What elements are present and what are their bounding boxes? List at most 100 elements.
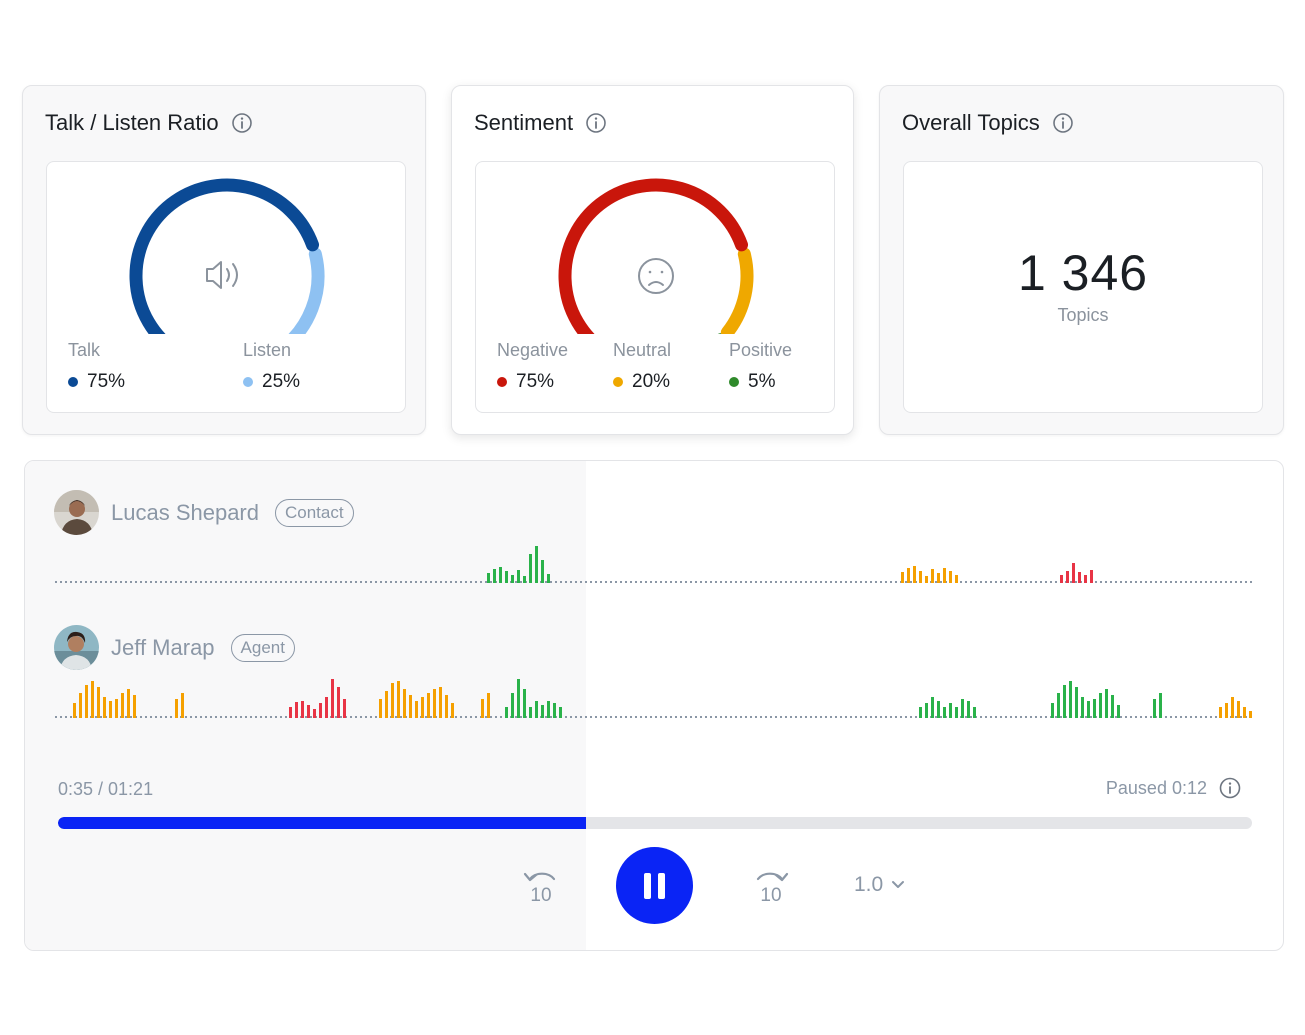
speaker-icon	[206, 261, 238, 289]
waveform-bar	[487, 693, 490, 718]
waveform-bar	[913, 566, 916, 583]
waveform-bar	[391, 683, 394, 718]
sentiment-panel: Negative 75% Neutral 20% Positive 5%	[475, 161, 835, 413]
waveform-bar	[523, 576, 526, 583]
waveform-bar	[1231, 697, 1234, 718]
waveform-bar	[85, 685, 88, 718]
waveform-bar	[121, 693, 124, 718]
speaker-name: Lucas Shepard	[111, 499, 259, 525]
waveform-bar	[1237, 701, 1240, 718]
gauge-talk-arc	[129, 178, 320, 334]
waveform-bar	[901, 572, 904, 583]
negative-value: 75%	[516, 371, 555, 392]
waveform-bar	[433, 689, 436, 718]
waveform-bar	[319, 703, 322, 718]
chevron-down-icon	[892, 881, 905, 888]
waveform-bar	[379, 699, 382, 718]
waveform-bar	[1249, 711, 1252, 718]
info-icon[interactable]	[1052, 112, 1074, 134]
waveform-bar	[505, 571, 508, 583]
playback-speed-select[interactable]: 1.0	[854, 873, 905, 897]
talk-legend: Talk 75%	[68, 340, 125, 393]
role-badge: Contact	[275, 498, 354, 527]
neutral-legend: Neutral 20%	[613, 340, 671, 393]
talk-listen-panel: Talk 75% Listen 25%	[46, 161, 406, 413]
topics-count: 1 346	[1017, 245, 1149, 301]
waveform-bar	[919, 571, 922, 583]
topics-title: Overall Topics	[902, 110, 1074, 136]
gauge-neutral-arc	[720, 247, 754, 334]
waveform-bar	[523, 689, 526, 718]
gauge-negative-arc	[558, 178, 749, 334]
negative-legend: Negative 75%	[497, 340, 568, 393]
sad-face-icon	[638, 258, 674, 294]
paused-time: Paused 0:12	[1105, 777, 1207, 798]
waveform-bar	[535, 546, 538, 583]
waveform-bar	[91, 681, 94, 718]
waveform-bar	[181, 693, 184, 718]
waveform-bar	[1090, 570, 1093, 583]
pause-icon	[644, 872, 651, 899]
waveform-bar	[1159, 693, 1162, 718]
progress-fill	[58, 817, 587, 829]
waveform-bar	[907, 568, 910, 583]
waveform-bar	[415, 701, 418, 718]
waveform-bar	[1153, 699, 1156, 718]
waveform-bar	[1084, 575, 1087, 583]
forward-10-button[interactable]: 10	[751, 865, 791, 906]
talk-listen-gauge	[129, 178, 325, 334]
speaker-name: Jeff Marap	[111, 634, 215, 660]
waveform-bar	[943, 568, 946, 583]
waveform-bar	[541, 560, 544, 583]
waveform-bar	[1111, 695, 1114, 718]
rewind-10-button[interactable]: 10	[521, 865, 561, 906]
contact-waveform[interactable]	[55, 536, 1255, 586]
talk-dot	[68, 377, 78, 387]
negative-dot	[497, 377, 507, 387]
waveform-bar	[511, 575, 514, 583]
waveform-bar	[529, 554, 532, 583]
waveform-bar	[547, 701, 550, 718]
waveform-bar	[1081, 697, 1084, 718]
progress-bar[interactable]	[58, 817, 1252, 829]
current-time: 0:35 / 01:21	[58, 779, 154, 799]
waveform-bar	[499, 567, 502, 583]
waveform-bar	[103, 697, 106, 718]
waveform-bar	[337, 687, 340, 718]
waveform-bar	[313, 709, 316, 718]
waveform-bar	[109, 701, 112, 718]
listen-label: Listen	[243, 340, 292, 360]
listen-dot	[243, 377, 253, 387]
waveform-bar	[175, 699, 178, 718]
sentiment-title: Sentiment	[474, 110, 607, 136]
speaker-agent: Jeff Marap Agent	[54, 625, 295, 670]
positive-value: 5%	[748, 371, 776, 392]
waveform-bar	[445, 695, 448, 718]
waveform-bar	[1105, 689, 1108, 718]
waveform-bar	[73, 703, 76, 718]
info-icon[interactable]	[585, 112, 607, 134]
waveform-bar	[529, 707, 532, 718]
pause-button[interactable]	[616, 847, 693, 924]
waveform-bar	[553, 703, 556, 718]
waveform-bar	[1069, 681, 1072, 718]
waveform-bar	[1057, 693, 1060, 718]
waveform-bar	[343, 699, 346, 718]
played-region	[25, 461, 586, 950]
info-icon[interactable]	[1219, 777, 1241, 799]
waveform-bar	[1063, 685, 1066, 718]
info-icon[interactable]	[231, 112, 253, 134]
negative-value-row: 75%	[497, 371, 568, 393]
neutral-value: 20%	[632, 371, 671, 392]
topics-panel: 1 346 Topics	[903, 161, 1263, 413]
talk-listen-title-text: Talk / Listen Ratio	[45, 110, 219, 135]
waveform-bar	[301, 701, 304, 718]
positive-legend: Positive 5%	[729, 340, 792, 393]
agent-waveform[interactable]	[55, 671, 1255, 721]
talk-value: 75%	[87, 371, 126, 392]
talk-listen-title: Talk / Listen Ratio	[45, 110, 253, 136]
neutral-value-row: 20%	[613, 371, 671, 393]
rewind-label: 10	[530, 885, 551, 905]
waveform-bar	[1066, 571, 1069, 583]
waveform-bar	[925, 576, 928, 583]
